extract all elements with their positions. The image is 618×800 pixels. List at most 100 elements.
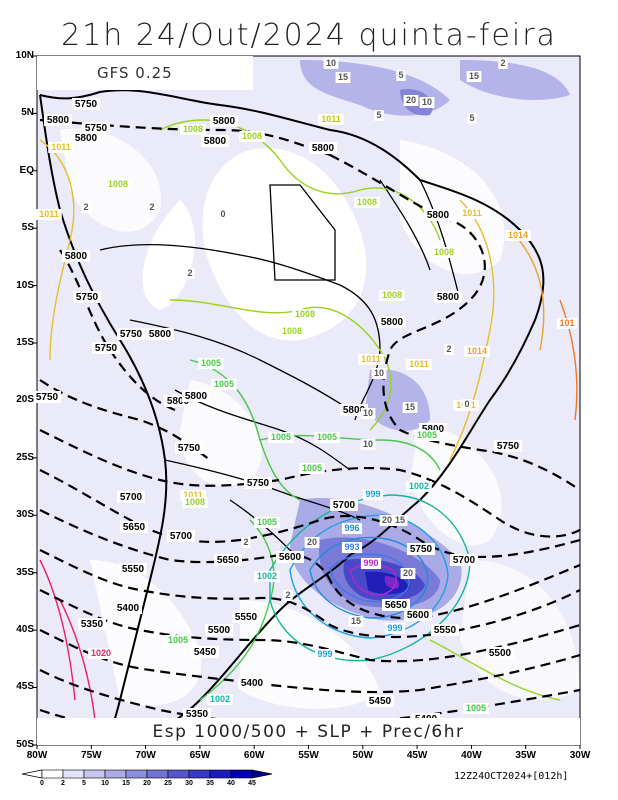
precip-label-background — [419, 97, 435, 108]
thickness-label-background — [404, 609, 432, 621]
thickness-label: 5750 — [178, 443, 201, 454]
colorbar-max-arrow — [251, 769, 273, 779]
thickness-label: 5800 — [185, 391, 208, 402]
colorbar-label: 35 — [206, 780, 214, 787]
pressure-label: 1002 — [257, 571, 277, 581]
precip-label: 5 — [469, 113, 474, 123]
pressure-label-background — [358, 354, 384, 365]
thickness-label-background — [205, 624, 233, 636]
pressure-label: 1008 — [382, 290, 402, 300]
precip-label-background — [379, 515, 395, 526]
pressure-label-background — [268, 432, 294, 443]
thickness-label-background — [82, 122, 110, 134]
precip-label: 2 — [187, 268, 192, 278]
forecast-stamp: 12Z24OCT2024+[012h] — [454, 771, 569, 782]
precip-label-background — [304, 537, 320, 548]
precip-label: 20 — [406, 95, 416, 105]
thickness-label: 5700 — [333, 500, 356, 511]
thickness-label: 5750 — [76, 292, 99, 303]
pressure-label: 996 — [344, 523, 359, 533]
pressure-label: 999 — [387, 623, 402, 633]
precip-label: 5 — [376, 110, 381, 120]
pressure-label-background — [362, 489, 384, 500]
thickness-label: 5550 — [434, 625, 457, 636]
pressure-label-background — [314, 432, 340, 443]
thickness-label-background — [214, 554, 242, 566]
thickness-label: 5600 — [407, 610, 430, 621]
thickness-label: 5650 — [123, 522, 146, 533]
pressure-label-background — [292, 309, 318, 320]
pressure-label-background — [360, 558, 382, 569]
pressure-label-background — [299, 463, 325, 474]
precip-label: 15 — [338, 72, 348, 82]
thickness-label-background — [450, 554, 478, 566]
latitude-label: 30S — [16, 509, 34, 521]
pressure-label-background — [341, 542, 363, 553]
thickness-label-background — [62, 250, 90, 262]
precip-label: 0 — [464, 399, 469, 409]
thickness-label-background — [92, 342, 120, 354]
longitude-label: 60W — [243, 750, 265, 761]
thickness-label-background — [117, 491, 145, 503]
thickness-label: 5750 — [75, 99, 98, 110]
longitude-label: 80W — [26, 750, 48, 761]
thickness-label: 5650 — [385, 600, 408, 611]
thickness-label-background — [382, 599, 410, 611]
colorbar-label: 0 — [40, 780, 44, 787]
pressure-label-background — [254, 571, 280, 582]
pressure-label-background — [88, 648, 114, 659]
longitude-label: 35W — [515, 750, 536, 761]
precip-label: 2 — [446, 344, 451, 354]
precip-label: 2 — [285, 590, 290, 600]
colorbar-label: 2 — [61, 780, 65, 787]
colorbar-label: 45 — [248, 780, 256, 787]
thickness-label: 5450 — [194, 647, 217, 658]
thickness-label-background — [407, 543, 435, 555]
precip-label-background — [498, 58, 508, 69]
thickness-label: 5800 — [65, 251, 88, 262]
pressure-label-background — [464, 346, 490, 357]
pressure-label: 1020 — [91, 648, 111, 658]
pressure-label: 1011 — [361, 354, 381, 364]
longitude-label: 75W — [81, 750, 102, 761]
pressure-label: 1011 — [409, 359, 429, 369]
thickness-label-background — [201, 135, 229, 147]
thickness-label: 5800 — [427, 210, 450, 221]
latitude-label: 10S — [16, 279, 34, 291]
thickness-label-background — [191, 646, 219, 658]
map-title: 21h 24/Out/2024 quinta-feira — [61, 18, 557, 53]
thickness-label-background — [33, 391, 61, 403]
thickness-label: 5350 — [186, 709, 209, 720]
thickness-label: 5700 — [170, 531, 193, 542]
pressure-label-background — [406, 359, 432, 370]
pressure-label: 1008 — [357, 197, 377, 207]
thickness-label-background — [146, 328, 174, 340]
pressure-label-background — [198, 358, 224, 369]
pressure-label-background — [211, 379, 237, 390]
thickness-label-background — [72, 98, 100, 110]
thickness-label-background — [119, 563, 147, 575]
pressure-label: 1008 — [242, 131, 262, 141]
precip-label: 2 — [149, 202, 154, 212]
precip-label: 20 — [382, 515, 392, 525]
precip-label: 10 — [363, 439, 373, 449]
pressure-label: 999 — [365, 489, 380, 499]
thickness-label-background — [210, 115, 238, 127]
pressure-label: 1011 — [183, 490, 203, 500]
precip-label: 15 — [395, 515, 405, 525]
thickness-label: 5400 — [241, 678, 264, 689]
thickness-label: 5750 — [36, 392, 59, 403]
thickness-label-background — [238, 677, 266, 689]
pressure-label: 993 — [344, 542, 359, 552]
thickness-label-background — [366, 695, 394, 707]
thickness-label: 5800 — [204, 136, 227, 147]
colorbar-swatch — [167, 769, 190, 779]
precip-label: 10 — [363, 408, 373, 418]
precip-label: 10 — [326, 58, 336, 68]
pressure-label-background — [379, 290, 405, 301]
latitude-label: 5S — [21, 222, 34, 234]
thickness-label-background — [44, 114, 72, 126]
thickness-label-background — [182, 390, 210, 402]
pressure-label: 1011 — [462, 208, 482, 218]
pressure-label-background — [384, 623, 406, 634]
